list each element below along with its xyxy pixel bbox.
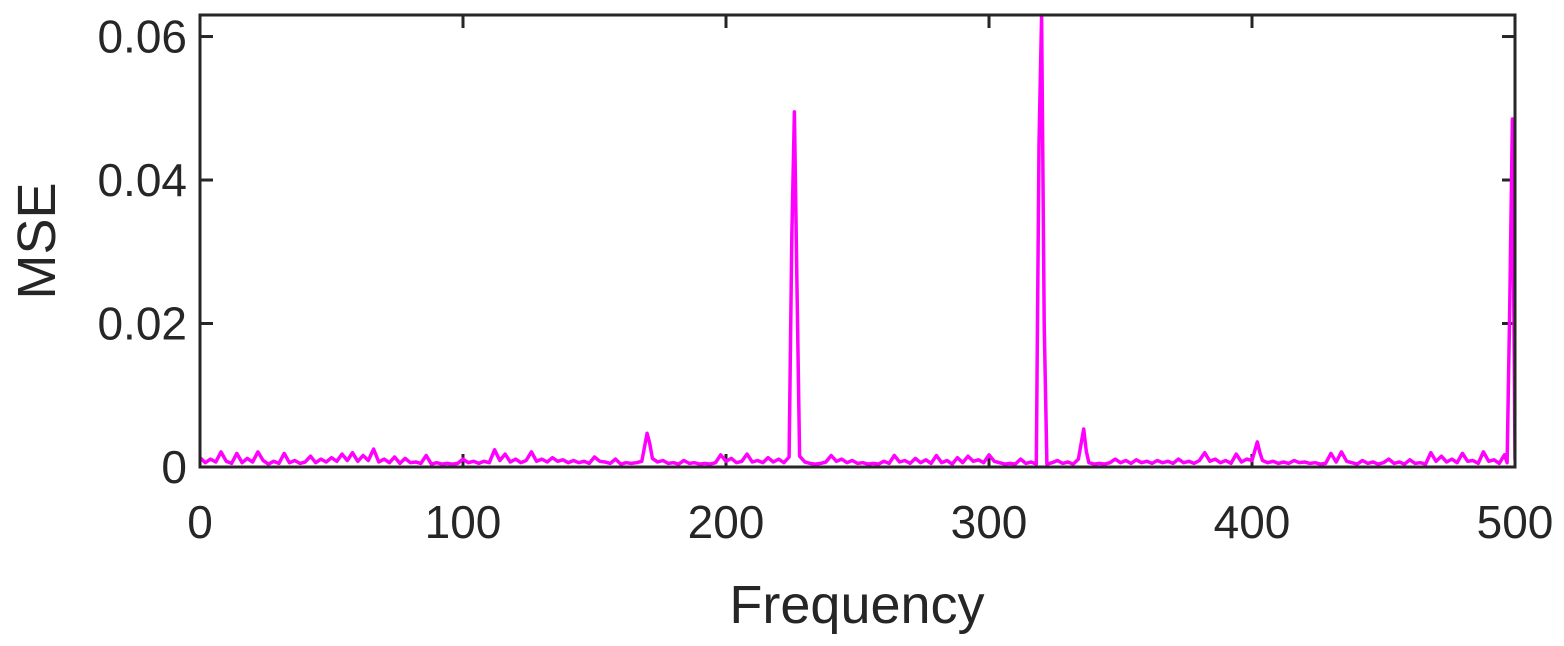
- x-tick-label: 100: [425, 496, 502, 548]
- x-axis-label: Frequency: [729, 575, 984, 635]
- x-tick-label: 400: [1214, 496, 1291, 548]
- y-tick-label: 0.04: [97, 154, 187, 206]
- y-axis-tick-labels: 0 0.02 0.04 0.06: [97, 11, 187, 493]
- x-tick-label: 300: [951, 496, 1028, 548]
- x-axis-tick-labels: 0 100 200 300 400 500: [187, 496, 1553, 548]
- plot-area-frame: [198, 13, 1517, 469]
- y-tick-label: 0: [161, 441, 187, 493]
- series-line: [200, 15, 1515, 466]
- y-tick-label: 0.06: [97, 11, 187, 63]
- y-axis-label: MSE: [7, 182, 67, 299]
- series-group: [200, 15, 1515, 466]
- x-axis-ticks: [198, 15, 1517, 467]
- y-tick-label: 0.02: [97, 298, 187, 350]
- x-tick-label: 500: [1477, 496, 1554, 548]
- x-tick-label: 0: [187, 496, 213, 548]
- y-axis-ticks: [200, 35, 1515, 469]
- x-tick-label: 200: [688, 496, 765, 548]
